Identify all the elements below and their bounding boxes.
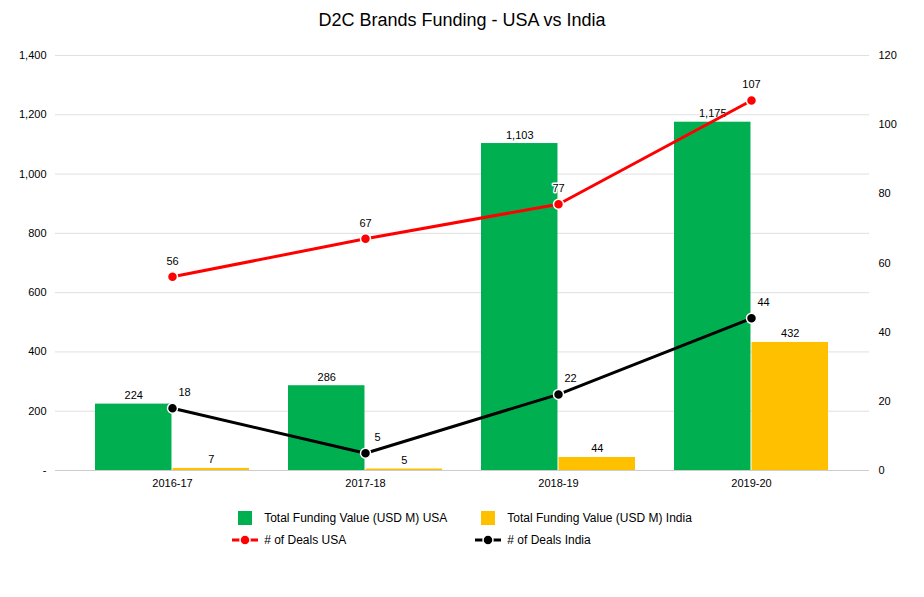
svg-text:400: 400: [28, 345, 46, 357]
svg-text:200: 200: [28, 405, 46, 417]
svg-text:80: 80: [879, 187, 891, 199]
svg-text:107: 107: [742, 78, 760, 90]
svg-text:18: 18: [178, 386, 190, 398]
svg-text:44: 44: [757, 296, 769, 308]
svg-text:432: 432: [781, 327, 799, 339]
svg-text:0: 0: [879, 464, 885, 476]
html-text:Total Funding Value (USD M) In: Total Funding Value (USD M) India: [507, 511, 692, 525]
svg-text:1,103: 1,103: [506, 129, 534, 141]
svg-text:2016-17: 2016-17: [152, 477, 192, 489]
svg-text:100: 100: [879, 118, 897, 130]
svg-text:56: 56: [166, 255, 178, 267]
svg-text:60: 60: [879, 257, 891, 269]
svg-text:1,400: 1,400: [19, 49, 47, 61]
svg-text:22: 22: [564, 372, 576, 384]
svg-text:67: 67: [359, 217, 371, 229]
svg-text:77: 77: [552, 182, 564, 194]
svg-text:7: 7: [208, 453, 214, 465]
svg-text:2017-18: 2017-18: [345, 477, 385, 489]
svg-text:120: 120: [879, 49, 897, 61]
html-text:# of Deals India: # of Deals India: [507, 533, 591, 547]
svg-text:1,175: 1,175: [699, 107, 727, 120]
svg-text:40: 40: [879, 326, 891, 338]
svg-text:1,000: 1,000: [19, 168, 47, 180]
html-text:Total Funding Value (USD M) US: Total Funding Value (USD M) USA: [264, 511, 448, 525]
svg-text:2018-19: 2018-19: [538, 477, 578, 489]
svg-text:800: 800: [28, 227, 46, 239]
svg-text:5: 5: [374, 431, 380, 443]
svg-text:2019-20: 2019-20: [731, 477, 771, 489]
svg-text:286: 286: [318, 371, 336, 383]
html-text:D2C Brands Funding - USA vs In: D2C Brands Funding - USA vs India: [318, 10, 606, 30]
svg-text:-: -: [43, 464, 47, 476]
svg-text:5: 5: [401, 454, 407, 466]
svg-text:1,200: 1,200: [19, 108, 47, 120]
html-text:# of Deals USA: # of Deals USA: [264, 533, 347, 547]
svg-text:224: 224: [125, 389, 143, 401]
svg-text:44: 44: [591, 442, 603, 454]
svg-text:600: 600: [28, 286, 46, 298]
svg-text:20: 20: [879, 395, 891, 407]
